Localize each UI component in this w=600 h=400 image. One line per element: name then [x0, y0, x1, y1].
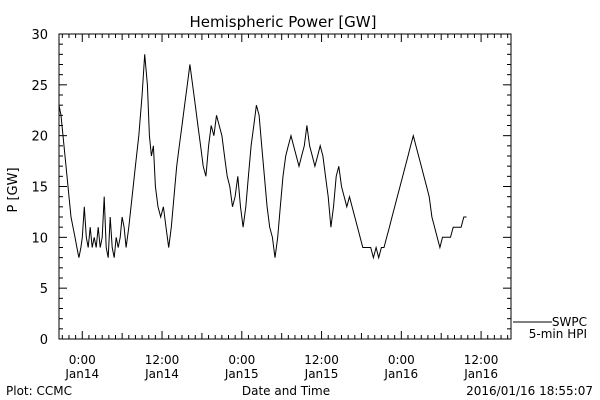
y-tick-label: 30 [31, 28, 48, 43]
x-tick-time-label: 0:00 [388, 353, 415, 367]
y-tick-label: 5 [40, 282, 48, 297]
plot-timestamp: 2016/01/16 18:55:07 [466, 384, 593, 398]
legend-label-swpc: SWPC [552, 315, 587, 329]
x-tick-date-label: Jan14 [64, 367, 99, 381]
x-tick-date-label: Jan15 [304, 367, 339, 381]
y-tick-label: 10 [31, 231, 48, 246]
y-axis-label: P [GW] [6, 167, 21, 212]
plot-credit: Plot: CCMC [6, 384, 72, 398]
x-tick-date-label: Jan15 [224, 367, 259, 381]
axes-group: 0510152025300:00Jan1412:00Jan140:00Jan15… [31, 28, 511, 381]
x-axis-label: Date and Time [242, 384, 330, 398]
y-tick-label: 15 [31, 181, 48, 196]
x-tick-time-label: 12:00 [464, 353, 499, 367]
y-tick-label: 25 [31, 79, 48, 94]
x-tick-date-label: Jan14 [144, 367, 179, 381]
x-tick-time-label: 0:00 [228, 353, 255, 367]
plot-frame [58, 33, 512, 340]
x-tick-time-label: 0:00 [69, 353, 96, 367]
legend: SWPC 5-min HPI [513, 315, 587, 341]
series-line-hpi [58, 54, 467, 260]
x-tick-date-label: Jan16 [463, 367, 498, 381]
legend-label-hpi: 5-min HPI [529, 327, 587, 341]
x-tick-time-label: 12:00 [304, 353, 339, 367]
x-tick-time-label: 12:00 [145, 353, 180, 367]
x-tick-date-label: Jan16 [383, 367, 418, 381]
y-tick-label: 0 [40, 333, 48, 348]
y-tick-label: 20 [31, 130, 48, 145]
chart-title: Hemispheric Power [GW] [190, 13, 377, 31]
